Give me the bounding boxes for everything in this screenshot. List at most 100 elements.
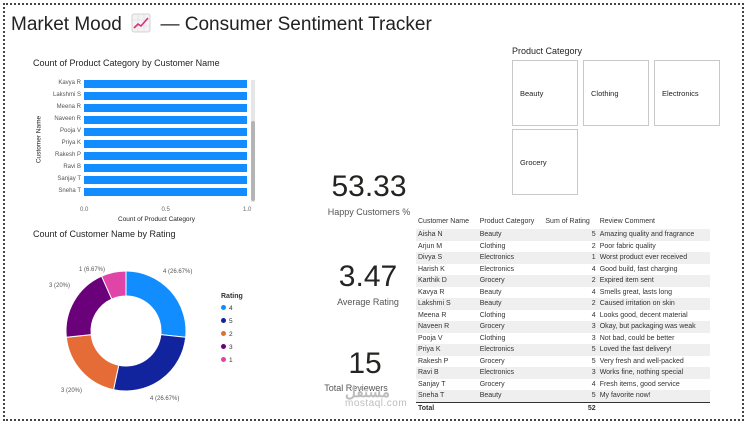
table-row: Naveen R Grocery 3 Okay, but packaging was …	[416, 321, 710, 333]
cell-customer-name: Kavya R	[418, 288, 445, 296]
bar-chart-x-axis-title: Count of Product Category	[118, 216, 195, 223]
cell-customer-name: Naveen R	[416, 321, 478, 333]
table-row: Sneha T Beauty 5 My favorite now!	[416, 390, 710, 402]
donut-slice-rating-1[interactable]	[100, 270, 127, 300]
total-label: Total	[416, 401, 478, 414]
bar[interactable]	[84, 176, 247, 184]
cell-review-comment: Worst product ever received	[597, 252, 710, 264]
cell-rating: 5	[543, 229, 598, 241]
donut-slice-label: 1 (6.67%)	[79, 267, 106, 273]
cell-rating: 2	[591, 242, 596, 250]
cell-customer-name: Priya K	[416, 344, 478, 356]
table-row: Pooja V Clothing 3 Not bad, could be better	[416, 333, 710, 345]
cell-product-category: Grocery	[479, 357, 505, 365]
cell-product-category: Grocery	[477, 275, 544, 287]
legend-item-rating-3[interactable]: 3	[221, 344, 233, 351]
cell-rating: 5	[543, 344, 598, 356]
cell-rating: 2	[543, 275, 598, 287]
table-row: Meena R Clothing 4 Looks good, decent mater…	[416, 310, 710, 322]
bar[interactable]	[84, 152, 247, 160]
kpi-happy-customers-label: Happy Customers %	[327, 207, 411, 217]
cell-customer-name: Pooja V	[418, 334, 443, 342]
table-row: Arjun M Clothing 2 Poor fabric quality	[416, 241, 710, 253]
cell-review-comment: Poor fabric quality	[599, 242, 656, 250]
cell-product-category: Electronics	[479, 265, 514, 273]
cell-review-comment: Very fresh and well-packed	[599, 357, 684, 365]
bar[interactable]	[84, 140, 247, 148]
legend-item-label: 1	[229, 357, 233, 364]
cell-customer-name: Sneha T	[416, 390, 478, 402]
table-total-row: Total 52	[416, 401, 710, 414]
bar-category-label: Priya K	[61, 140, 81, 146]
cell-product-category: Beauty	[477, 298, 544, 310]
cell-review-comment: My favorite now!	[597, 390, 710, 402]
legend-color-dot	[221, 318, 226, 323]
table-row: Ravi B Electronics 3 Works fine, nothing sp…	[416, 367, 710, 379]
legend-item-rating-2[interactable]: 2	[221, 331, 233, 338]
column-header-review-comment[interactable]: Review Comment	[599, 217, 655, 225]
column-header-sum-of-rating[interactable]: Sum of Rating	[545, 217, 590, 225]
bar-category-label: Sanjay T	[57, 176, 81, 182]
bar[interactable]	[84, 128, 247, 136]
legend-item-rating-4[interactable]: 4	[221, 305, 233, 312]
bar-category-label: Rakesh P	[54, 152, 81, 158]
cell-rating: 2	[543, 298, 598, 310]
bar-category-label: Lakshmi S	[52, 92, 81, 98]
cell-review-comment: Caused irritation on skin	[597, 298, 710, 310]
donut-slice-rating-4[interactable]	[125, 270, 187, 338]
cell-product-category: Beauty	[477, 390, 544, 402]
cell-rating: 4	[591, 380, 596, 388]
cell-customer-name: Ravi B	[416, 367, 478, 379]
donut-legend-title: Rating	[221, 293, 243, 300]
table-row: Rakesh P Grocery 5 Very fresh and well-pack…	[416, 356, 710, 368]
slicer-option-beauty[interactable]: Beauty	[512, 60, 578, 126]
donut-slice-label: 4 (26.67%)	[163, 269, 193, 275]
cell-rating: 4	[591, 288, 596, 296]
slicer-option-clothing[interactable]: Clothing	[583, 60, 649, 126]
donut-slice-label: 4 (26.67%)	[150, 396, 180, 402]
cell-review-comment: Good build, fast charging	[599, 265, 678, 273]
cell-customer-name: Arjun M	[418, 242, 443, 250]
cell-rating: 1	[543, 252, 598, 264]
cell-review-comment: Fresh items, good service	[599, 380, 680, 388]
cell-review-comment: Works fine, nothing special	[597, 367, 710, 379]
donut-slice-label: 3 (20%)	[61, 388, 83, 394]
donut-slice-rating-3[interactable]	[65, 275, 113, 338]
cell-product-category: Clothing	[479, 242, 506, 250]
slicer-option-grocery[interactable]: Grocery	[512, 129, 578, 195]
cell-review-comment: Amazing quality and fragrance	[597, 229, 710, 241]
bar[interactable]	[84, 80, 247, 88]
legend-item-label: 3	[229, 344, 233, 351]
table-row: Karthik D Grocery 2 Expired item sent	[416, 275, 710, 287]
chart-increasing-icon	[131, 13, 151, 33]
dashboard-frame	[3, 3, 744, 421]
legend-item-label: 5	[229, 318, 233, 325]
column-header-product-category[interactable]: Product Category	[479, 217, 535, 225]
legend-color-dot	[221, 305, 226, 310]
bar[interactable]	[84, 188, 247, 196]
kpi-average-rating-value: 3.47	[338, 260, 398, 293]
bar[interactable]	[84, 92, 247, 100]
cell-review-comment: Expired item sent	[597, 275, 710, 287]
legend-item-label: 4	[229, 305, 233, 312]
legend-item-rating-5[interactable]: 5	[221, 318, 233, 325]
cell-review-comment: Loved the fast delivery!	[597, 344, 710, 356]
cell-rating: 4	[591, 265, 596, 273]
cell-customer-name: Lakshmi S	[416, 298, 478, 310]
bar[interactable]	[84, 164, 247, 172]
bar-chart-scrollbar-thumb[interactable]	[251, 121, 255, 201]
cell-customer-name: Karthik D	[416, 275, 478, 287]
reviews-table: Customer Name Product Category Sum of Ra…	[416, 213, 710, 414]
donut-slice-rating-2[interactable]	[65, 334, 120, 391]
column-header-customer-name[interactable]: Customer Name	[418, 217, 469, 225]
slicer-option-electronics[interactable]: Electronics	[654, 60, 720, 126]
bar[interactable]	[84, 104, 247, 112]
bar[interactable]	[84, 116, 247, 124]
legend-item-rating-1[interactable]: 1	[221, 357, 233, 364]
cell-rating: 3	[543, 321, 598, 333]
cell-product-category: Beauty	[479, 288, 502, 296]
table-header-row: Customer Name Product Category Sum of Ra…	[416, 213, 710, 229]
donut-slice-rating-5[interactable]	[112, 334, 187, 392]
cell-review-comment: Okay, but packaging was weak	[597, 321, 710, 333]
